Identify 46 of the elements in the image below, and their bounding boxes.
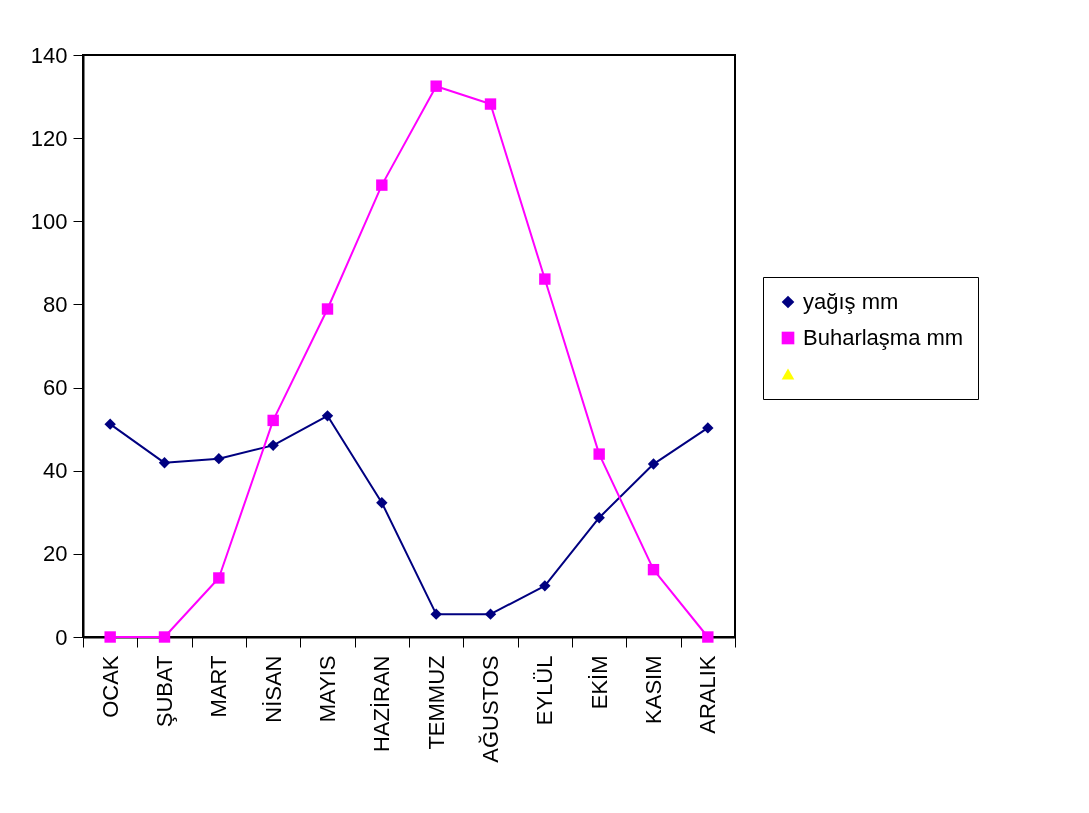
- point: [321, 303, 334, 315]
- point: [267, 439, 279, 452]
- point: [376, 497, 388, 509]
- y-tick-label: 60: [43, 375, 68, 401]
- point: [593, 511, 605, 524]
- y-tick-label: 80: [43, 291, 68, 317]
- point: [104, 631, 116, 643]
- x-tick-label: NİSAN: [260, 655, 286, 723]
- point: [376, 179, 388, 191]
- point: [321, 410, 334, 422]
- legend-label: yağış mm: [803, 289, 899, 314]
- point: [647, 563, 660, 576]
- point: [158, 457, 171, 469]
- point: [702, 631, 714, 643]
- y-tick-label: 40: [43, 458, 68, 484]
- x-tick-label: ARALIK: [695, 655, 721, 734]
- y-tick-label: 0: [55, 624, 68, 650]
- x-tick-label: KASIM: [641, 655, 666, 724]
- point: [430, 608, 442, 620]
- point: [539, 580, 551, 592]
- x-tick-label: MART: [206, 655, 232, 718]
- legend-label: Buharlaşma mm: [803, 325, 964, 350]
- y-tick-label: 100: [30, 208, 68, 234]
- x-tick-label: EKİM: [586, 655, 612, 710]
- point: [593, 448, 605, 460]
- point: [484, 608, 497, 620]
- x-tick-label: TEMMUZ: [423, 655, 449, 750]
- x-tick-label: MAYIS: [315, 655, 340, 723]
- x-tick-label: EYLÜL: [532, 655, 558, 726]
- point: [213, 572, 225, 584]
- point: [104, 418, 116, 430]
- point: [484, 98, 497, 110]
- point: [430, 80, 442, 92]
- y-tick-label: 20: [43, 541, 68, 567]
- y-tick-label: 140: [30, 42, 68, 68]
- x-tick-label: HAZİRAN: [369, 655, 395, 753]
- point: [539, 273, 551, 285]
- point: [267, 414, 279, 427]
- point: [647, 458, 660, 470]
- point: [158, 631, 171, 643]
- point: [213, 452, 225, 465]
- y-tick-label: 120: [30, 125, 68, 151]
- x-tick-label: OCAK: [97, 655, 123, 718]
- x-tick-label: AĞUSTOS: [478, 655, 503, 763]
- x-tick-label: ŞUBAT: [152, 655, 177, 728]
- point: [702, 422, 714, 434]
